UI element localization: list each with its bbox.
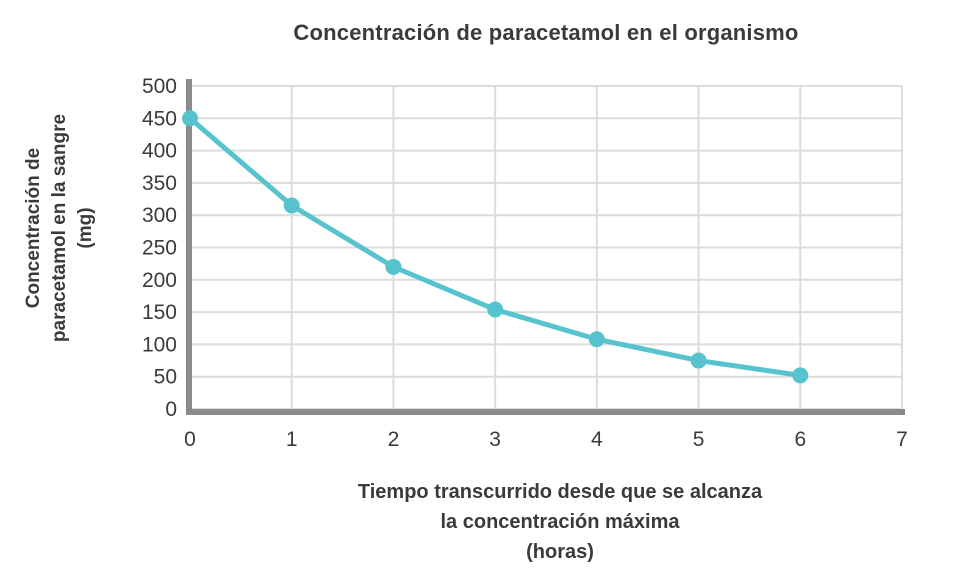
x-tick-label: 7 <box>896 428 908 451</box>
data-point <box>385 258 402 275</box>
x-axis-title: Tiempo transcurrido desde que se alcanza… <box>190 477 930 567</box>
data-point <box>588 331 605 348</box>
data-point <box>690 352 707 369</box>
x-tick-label: 5 <box>693 428 705 451</box>
y-axis-title-line-2: paracetamol en la sangre <box>49 113 70 343</box>
data-point <box>182 110 198 127</box>
data-point <box>792 367 809 384</box>
x-tick-label: 4 <box>591 428 603 451</box>
x-tick-label: 6 <box>794 428 806 451</box>
y-tick-label: 0 <box>165 398 177 421</box>
y-tick-label: 100 <box>142 333 177 356</box>
x-tick-label: 3 <box>489 428 501 451</box>
x-axis-title-line-1: Tiempo transcurrido desde que se alcanza <box>357 481 763 503</box>
y-tick-label: 250 <box>142 237 177 260</box>
y-tick-label: 450 <box>142 107 177 130</box>
y-tick-label: 300 <box>142 204 177 227</box>
y-axis-title-line-3: (mg) <box>75 207 96 249</box>
x-tick-label: 1 <box>286 428 298 451</box>
chart-title: Concentración de paracetamol en el organ… <box>293 20 799 45</box>
x-tick-label: 2 <box>388 428 400 451</box>
x-tick-label: 0 <box>184 428 196 451</box>
y-tick-label: 150 <box>142 301 177 324</box>
y-tick-label: 400 <box>142 140 177 163</box>
y-tick-label: 200 <box>142 269 177 292</box>
y-tick-label: 350 <box>142 172 177 195</box>
y-axis-title: Concentración de paracetamol en la sangr… <box>21 83 99 373</box>
x-axis-title-line-3: (horas) <box>526 541 594 563</box>
y-tick-label: 50 <box>154 366 177 389</box>
data-point <box>283 197 300 214</box>
y-tick-label: 500 <box>142 75 177 98</box>
x-axis-title-line-2: la concentración máxima <box>440 511 680 533</box>
y-axis-title-line-1: Concentración de <box>23 147 44 309</box>
data-point <box>487 301 504 318</box>
